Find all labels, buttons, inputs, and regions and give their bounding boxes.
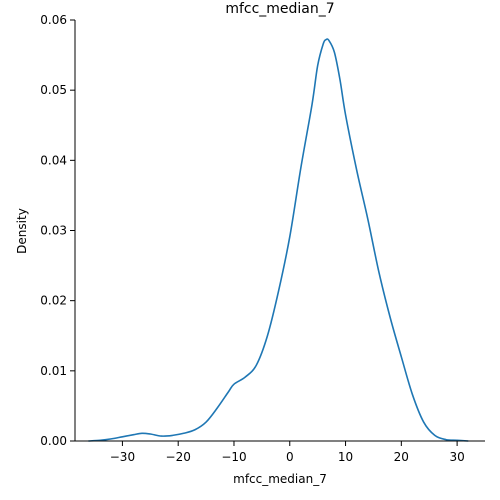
y-axis-label: Density — [15, 208, 29, 254]
x-axis-label: mfcc_median_7 — [233, 472, 327, 486]
x-tick-label: −20 — [166, 450, 191, 464]
y-tick-label: 0.00 — [40, 434, 67, 448]
x-tick-label: −10 — [221, 450, 246, 464]
density-curve — [88, 38, 469, 442]
x-tick-label: −30 — [110, 450, 135, 464]
y-tick-label: 0.02 — [40, 294, 67, 308]
y-tick-label: 0.03 — [40, 224, 67, 238]
x-tick-label: 10 — [338, 450, 353, 464]
y-tick-label: 0.05 — [40, 83, 67, 97]
y-tick-label: 0.01 — [40, 364, 67, 378]
y-tick-label: 0.04 — [40, 153, 67, 167]
x-tick-label: 20 — [394, 450, 409, 464]
chart-title: mfcc_median_7 — [225, 1, 334, 17]
y-axis-ticks: 0.00 0.01 0.02 0.03 0.04 0.05 0.06 — [40, 13, 75, 448]
y-tick-label: 0.06 — [40, 13, 67, 27]
x-tick-label: 30 — [449, 450, 464, 464]
x-axis-ticks: −30 −20 −10 0 10 20 30 — [110, 441, 465, 464]
x-tick-label: 0 — [286, 450, 294, 464]
